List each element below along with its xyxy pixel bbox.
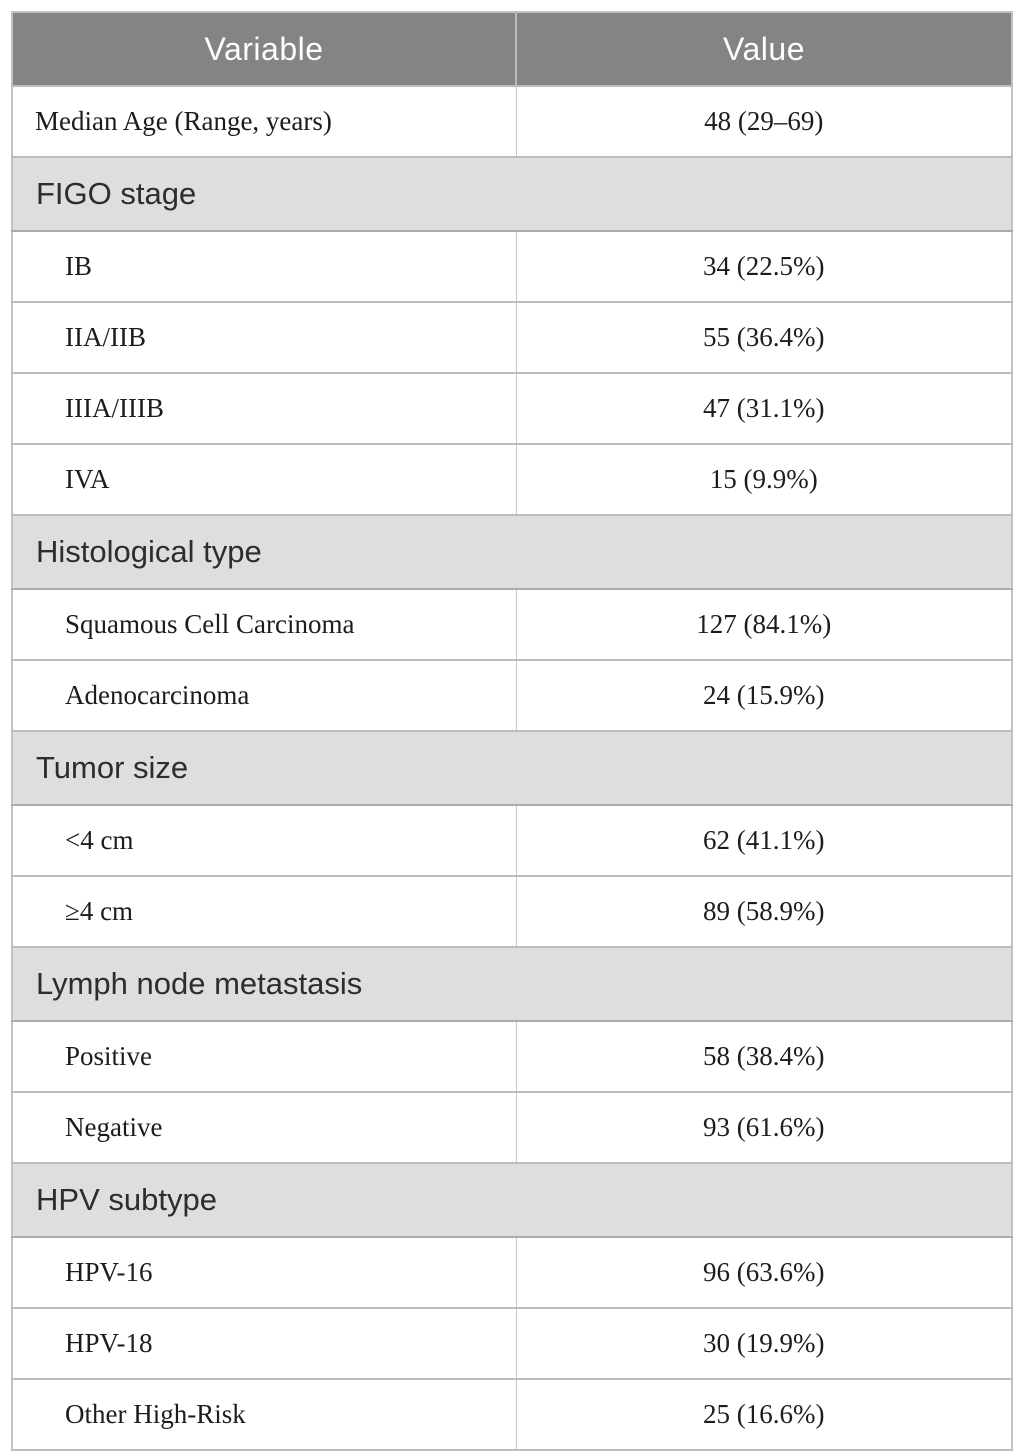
section-row-hpv-subtype: HPV subtype: [12, 1162, 1012, 1238]
variable-cell: Other High-Risk: [12, 1379, 517, 1451]
value-cell: 96 (63.6%): [516, 1237, 1012, 1309]
variable-cell: HPV-16: [12, 1237, 517, 1309]
variable-cell: IIA/IIB: [12, 302, 517, 374]
header-row: Variable Value: [12, 12, 1012, 87]
value-cell: 47 (31.1%): [516, 373, 1012, 445]
value-cell: 62 (41.1%): [516, 805, 1012, 877]
section-row-tumor-size: Tumor size: [12, 730, 1012, 806]
patient-characteristics-table: Variable Value Median Age (Range, years)…: [11, 11, 1013, 1451]
table-row-iia-iib: IIA/IIB 55 (36.4%): [12, 302, 1012, 374]
value-cell: 34 (22.5%): [516, 231, 1012, 303]
value-cell: 25 (16.6%): [516, 1379, 1012, 1451]
value-cell: 58 (38.4%): [516, 1021, 1012, 1093]
value-cell: 93 (61.6%): [516, 1092, 1012, 1164]
table-row-iva: IVA 15 (9.9%): [12, 444, 1012, 516]
section-label: Tumor size: [12, 730, 1012, 806]
table-row-squamous-cell-carcinoma: Squamous Cell Carcinoma 127 (84.1%): [12, 589, 1012, 661]
table-row-ib: IB 34 (22.5%): [12, 231, 1012, 303]
value-cell: 30 (19.9%): [516, 1308, 1012, 1380]
table-row-other-high-risk: Other High-Risk 25 (16.6%): [12, 1379, 1012, 1451]
section-row-lymph-node-metastasis: Lymph node metastasis: [12, 946, 1012, 1022]
table-row-median-age: Median Age (Range, years) 48 (29–69): [12, 86, 1012, 158]
variable-cell: Squamous Cell Carcinoma: [12, 589, 517, 661]
value-cell: 127 (84.1%): [516, 589, 1012, 661]
variable-cell: IVA: [12, 444, 517, 516]
table-row-gte4cm: ≥4 cm 89 (58.9%): [12, 876, 1012, 948]
column-header-value: Value: [516, 12, 1012, 87]
section-label: Histological type: [12, 514, 1012, 590]
table-row-adenocarcinoma: Adenocarcinoma 24 (15.9%): [12, 660, 1012, 732]
table-row-negative: Negative 93 (61.6%): [12, 1092, 1012, 1164]
variable-cell: Positive: [12, 1021, 517, 1093]
variable-cell: Median Age (Range, years): [12, 86, 517, 158]
value-cell: 15 (9.9%): [516, 444, 1012, 516]
variable-cell: IIIA/IIIB: [12, 373, 517, 445]
variable-cell: HPV-18: [12, 1308, 517, 1380]
variable-cell: Adenocarcinoma: [12, 660, 517, 732]
table-row-hpv-16: HPV-16 96 (63.6%): [12, 1237, 1012, 1309]
variable-cell: IB: [12, 231, 517, 303]
column-header-variable: Variable: [12, 12, 517, 87]
section-row-histological-type: Histological type: [12, 514, 1012, 590]
table-row-positive: Positive 58 (38.4%): [12, 1021, 1012, 1093]
value-cell: 24 (15.9%): [516, 660, 1012, 732]
table-row-iiia-iiib: IIIA/IIIB 47 (31.1%): [12, 373, 1012, 445]
value-cell: 89 (58.9%): [516, 876, 1012, 948]
variable-cell: <4 cm: [12, 805, 517, 877]
variable-cell: ≥4 cm: [12, 876, 517, 948]
variable-cell: Negative: [12, 1092, 517, 1164]
section-row-figo-stage: FIGO stage: [12, 156, 1012, 232]
table-row-hpv-18: HPV-18 30 (19.9%): [12, 1308, 1012, 1380]
value-cell: 48 (29–69): [516, 86, 1012, 158]
table-row-lt4cm: <4 cm 62 (41.1%): [12, 805, 1012, 877]
section-label: HPV subtype: [12, 1162, 1012, 1238]
section-label: Lymph node metastasis: [12, 946, 1012, 1022]
section-label: FIGO stage: [12, 156, 1012, 232]
value-cell: 55 (36.4%): [516, 302, 1012, 374]
